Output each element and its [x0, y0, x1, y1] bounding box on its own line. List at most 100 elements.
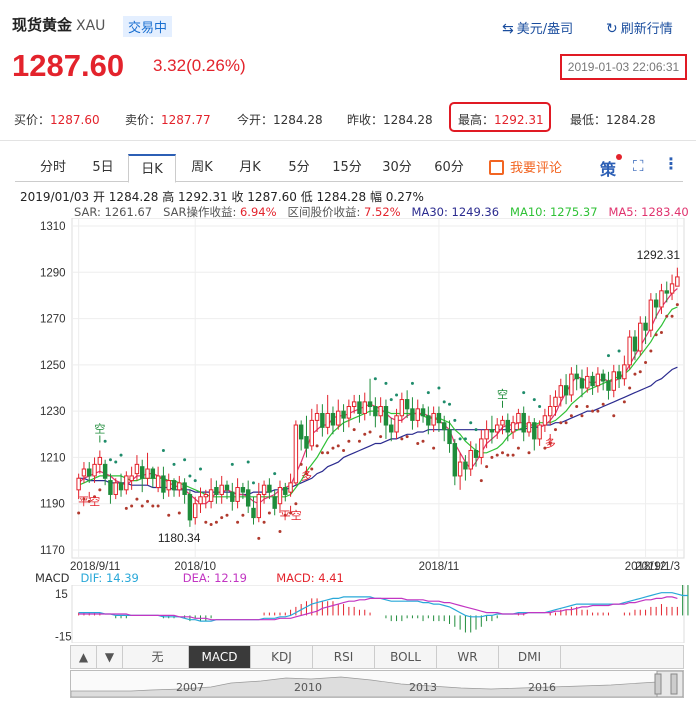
- candle-up: [325, 412, 330, 428]
- strategy-button[interactable]: 策: [600, 160, 617, 179]
- candle-down: [426, 415, 431, 426]
- tab-5day[interactable]: 5日: [92, 160, 114, 175]
- sar-dot: [644, 361, 648, 365]
- candle-up: [595, 373, 601, 387]
- tab-monthly-k[interactable]: 月K: [239, 160, 261, 175]
- more-icon[interactable]: ⋮: [663, 154, 679, 173]
- fullscreen-icon[interactable]: ⛶: [633, 157, 644, 175]
- sar-dot: [485, 465, 489, 469]
- candle-down: [357, 401, 362, 414]
- sar-dot: [405, 435, 409, 439]
- macd-chart[interactable]: 15 -15: [0, 585, 696, 643]
- candle-up: [134, 463, 140, 475]
- candle-down: [643, 322, 648, 331]
- sar-dot: [490, 455, 494, 459]
- candle-up: [203, 493, 209, 498]
- indicator-dmi[interactable]: DMI: [499, 646, 561, 668]
- price-change: 3.32(0.26%): [153, 56, 246, 75]
- prev-arrow-button[interactable]: ▲: [71, 646, 97, 668]
- indicator-wr[interactable]: WR: [437, 646, 499, 668]
- nav-year-2007: 2007: [176, 681, 204, 694]
- candle-down: [171, 480, 177, 491]
- candle-down: [404, 399, 410, 410]
- candle-info: 2019/01/03 开 1284.28 高 1292.31 收 1287.60…: [20, 190, 424, 204]
- next-arrow-button[interactable]: ▼: [97, 646, 123, 668]
- plot-frame: [71, 218, 685, 559]
- comment-button[interactable]: 我要评论: [489, 157, 562, 176]
- sar-dot: [331, 446, 335, 450]
- sar-dot: [246, 460, 250, 464]
- sar-dot: [659, 330, 663, 334]
- indicator-none[interactable]: 无: [127, 646, 189, 668]
- ma10-value: MA10: 1275.37: [510, 205, 598, 219]
- tab-fenshi[interactable]: 分时: [39, 160, 66, 175]
- unit-switch-button[interactable]: ⇆ 美元/盎司: [502, 18, 573, 37]
- time-navigator[interactable]: 2007 2010 2013 2016: [70, 670, 684, 698]
- sar-dot: [156, 504, 160, 508]
- sar-dot: [601, 402, 605, 406]
- candle-up: [638, 322, 643, 352]
- candle-down: [447, 429, 452, 445]
- sar-dot: [548, 442, 552, 446]
- sar-dot: [135, 497, 139, 501]
- candle-up: [219, 484, 224, 495]
- indicator-rsi[interactable]: RSI: [313, 646, 375, 668]
- sar-dot: [395, 393, 399, 397]
- instrument-name: 现货黄金: [12, 16, 73, 34]
- sar-dot: [585, 405, 589, 409]
- refresh-button[interactable]: ↻ 刷新行情: [606, 18, 673, 37]
- candle-down: [187, 493, 193, 521]
- indicator-kdj[interactable]: KDJ: [251, 646, 313, 668]
- tab-weekly-k[interactable]: 周K: [191, 160, 213, 175]
- sar-dot: [575, 405, 579, 409]
- candle-up: [76, 477, 81, 491]
- indicator-boll[interactable]: BOLL: [375, 646, 437, 668]
- macd-label: MACD: [35, 571, 70, 585]
- signal-label: 多: [545, 436, 556, 450]
- tab-5min[interactable]: 5分: [288, 160, 310, 175]
- sar-dot: [649, 349, 653, 353]
- candlestick-chart[interactable]: 1170 1190 1210 1230 1250 1270 1290 1310 2018/9/1…: [0, 218, 696, 573]
- candle-down: [664, 290, 669, 294]
- candle-up: [622, 364, 627, 380]
- candle-down: [590, 375, 595, 387]
- sar-dot: [347, 439, 351, 443]
- x-tick-label: 2018/11: [419, 561, 460, 573]
- sar-dot: [241, 513, 245, 517]
- sar-dot: [543, 446, 547, 450]
- sar-dot: [220, 516, 224, 520]
- open-label: 今开：: [237, 113, 274, 127]
- tab-15min[interactable]: 15分: [332, 160, 362, 175]
- sar-dot: [564, 421, 568, 425]
- indicator-macd[interactable]: MACD: [189, 646, 251, 668]
- sar-dot: [368, 430, 372, 434]
- candle-down: [230, 491, 235, 502]
- sar-dot: [538, 405, 542, 409]
- tab-60min[interactable]: 60分: [434, 160, 464, 175]
- high-value: 1292.31: [494, 113, 544, 127]
- right-drag-handle[interactable]: [670, 673, 678, 695]
- sar-dot: [479, 479, 483, 483]
- sar-dot: [98, 488, 102, 492]
- sar-dot: [400, 437, 404, 441]
- sar-dot: [617, 349, 621, 353]
- sar-dot: [124, 506, 128, 510]
- sar-dot: [93, 495, 97, 499]
- candle-down: [616, 371, 622, 380]
- candle-up: [494, 424, 500, 433]
- sar-dot: [591, 409, 595, 413]
- left-drag-handle[interactable]: [654, 673, 662, 695]
- tab-daily-k[interactable]: 日K: [128, 154, 176, 183]
- range-label: 区间股价收益:: [287, 205, 365, 219]
- candle-down: [272, 496, 277, 509]
- y-tick-label: 1210: [40, 452, 66, 464]
- sar-dot: [188, 474, 192, 478]
- comment-label: 我要评论: [510, 161, 563, 176]
- y-tick-label: 1270: [40, 314, 66, 326]
- sar-dot: [442, 400, 446, 404]
- sar-dot: [304, 472, 308, 476]
- candle-down: [442, 422, 447, 431]
- tab-30min[interactable]: 30分: [382, 160, 412, 175]
- candle-down: [373, 406, 378, 417]
- sar-dot: [506, 453, 510, 457]
